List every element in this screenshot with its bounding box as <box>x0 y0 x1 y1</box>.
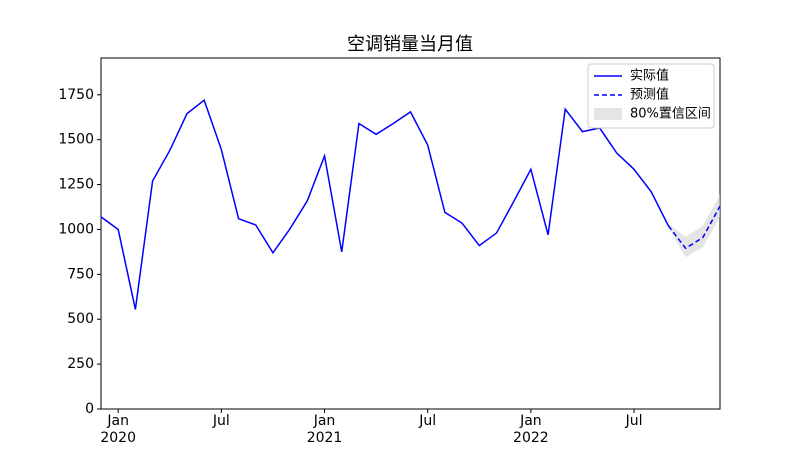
legend-label: 80%置信区间 <box>630 107 711 122</box>
series-line <box>100 98 670 310</box>
y-tick-label: 1000 <box>58 221 94 237</box>
y-tick-label: 750 <box>67 266 94 282</box>
y-tick-label: 1250 <box>58 177 94 193</box>
legend-label: 预测值 <box>630 87 669 103</box>
series-line <box>667 205 721 250</box>
x-tick-label: Jul <box>419 413 437 429</box>
y-tick-label: 500 <box>67 311 94 327</box>
x-tick-label: Jan 2020 <box>100 413 136 446</box>
y-tick-label: 0 <box>85 401 94 417</box>
y-tick-label: 250 <box>67 356 94 372</box>
chart-title: 空调销量当月值 <box>347 34 473 55</box>
y-tick-label: 1500 <box>58 132 94 148</box>
x-tick-label: Jul <box>625 413 643 429</box>
confidence-band <box>668 194 720 258</box>
plot-frame <box>100 57 721 410</box>
x-tick-label: Jul <box>212 413 230 429</box>
x-tick-label: Jan 2021 <box>306 413 343 446</box>
y-tick-label: 1750 <box>58 87 94 103</box>
legend-swatch <box>594 108 622 120</box>
legend-label: 实际值 <box>630 68 669 84</box>
x-tick-label: Jan 2022 <box>513 413 549 446</box>
